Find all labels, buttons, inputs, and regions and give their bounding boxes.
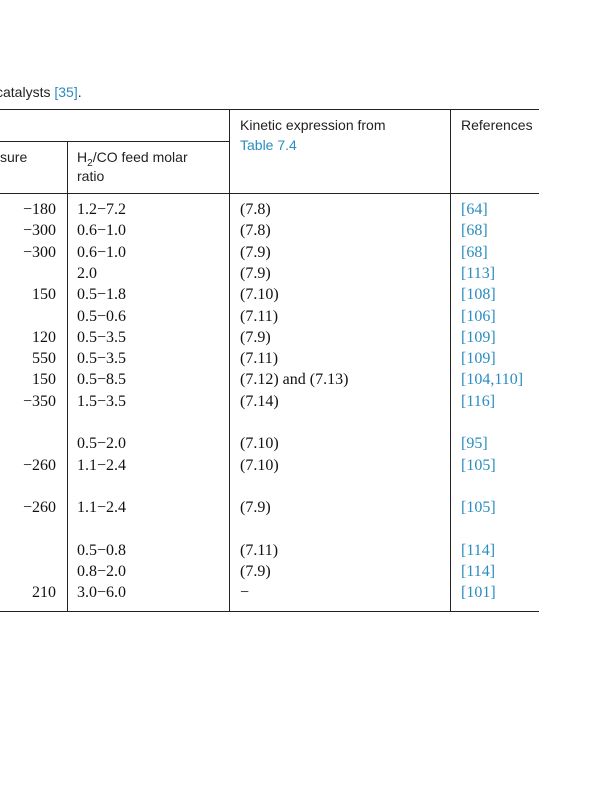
kinetic-cell: (7.10): [240, 435, 279, 453]
pressure-cell: 210: [32, 584, 56, 602]
ratio-cell: 0.6−1.0: [77, 222, 127, 240]
header-link[interactable]: Table 7.4: [240, 137, 297, 153]
kinetic-cell: (7.11): [240, 350, 279, 368]
col-rule: [229, 109, 230, 611]
reference-cell[interactable]: [105]: [461, 499, 496, 517]
kinetic-cell: (7.10): [240, 456, 279, 474]
ratio-cell: 1.1−2.4: [77, 456, 127, 474]
reference-cell[interactable]: [64]: [461, 201, 488, 218]
kinetic-cell: (7.10): [240, 286, 279, 304]
reference-cell[interactable]: [68]: [461, 243, 488, 261]
reference-cell[interactable]: [109]: [461, 350, 496, 368]
pressure-cell: −260: [22, 456, 56, 474]
header-ratio-line2: ratio: [77, 168, 105, 184]
kinetic-cell: (7.11): [240, 541, 279, 559]
header-kinetic: Kinetic expression from: [240, 117, 386, 133]
reference-cell[interactable]: [114]: [461, 541, 496, 559]
reference-cell[interactable]: [101]: [461, 584, 496, 602]
ratio-cell: 0.5−2.0: [77, 435, 127, 453]
header-references: References: [461, 117, 533, 133]
reference-cell[interactable]: [109]: [461, 328, 496, 346]
ratio-cell: 3.0−6.0: [77, 584, 127, 602]
ratio-cell: 0.5−1.8: [77, 286, 127, 304]
header-pressure: sure: [0, 149, 28, 165]
caption-ref[interactable]: [35]: [54, 84, 78, 100]
pressure-cell: −300: [22, 222, 56, 240]
kinetic-cell: (7.8): [240, 222, 271, 240]
rule-header: [0, 193, 539, 194]
caption-text: catalysts: [0, 84, 51, 100]
header-text: H: [77, 149, 88, 165]
ratio-cell: 0.5−3.5: [77, 350, 127, 368]
pressure-cell: −260: [22, 499, 56, 517]
kinetic-cell: (7.11): [240, 307, 279, 325]
caption: catalysts [35].: [0, 84, 82, 100]
ratio-cell: 0.5−0.6: [77, 307, 127, 325]
reference-cell[interactable]: [108]: [461, 286, 496, 304]
ratio-cell: 0.6−1.0: [77, 243, 127, 261]
reference-cell[interactable]: [113]: [461, 264, 496, 282]
pressure-cell: −180: [22, 201, 56, 218]
col-rule: [67, 141, 68, 611]
kinetic-cell: (7.9): [240, 264, 271, 282]
reference-cell[interactable]: [105]: [461, 456, 496, 474]
pressure-cell: 550: [32, 350, 56, 368]
kinetic-cell: (7.9): [240, 563, 271, 581]
kinetic-cell: (7.12) and (7.13): [240, 371, 349, 389]
reference-cell[interactable]: [68]: [461, 222, 488, 240]
reference-cell[interactable]: [116]: [461, 392, 496, 410]
kinetic-cell: (7.8): [240, 201, 271, 218]
pressure-cell: 150: [32, 371, 56, 389]
header-text: /CO feed molar: [92, 149, 188, 165]
reference-cell[interactable]: [104,110]: [461, 371, 524, 389]
pressure-cell: 120: [32, 328, 56, 346]
rule-top: [0, 109, 539, 110]
reference-cell[interactable]: [114]: [461, 563, 496, 581]
ratio-cell: 1.2−7.2: [77, 201, 127, 218]
pressure-cell: −300: [22, 243, 56, 261]
ratio-cell: 0.5−3.5: [77, 328, 127, 346]
kinetic-cell: −: [240, 584, 250, 602]
rule-group: [0, 141, 229, 142]
pressure-cell: 150: [32, 286, 56, 304]
header-ratio: H2/CO feed molar: [77, 149, 188, 169]
ratio-cell: 0.5−8.5: [77, 371, 127, 389]
ratio-cell: 0.5−0.8: [77, 541, 127, 559]
header-sub: 2: [87, 157, 93, 169]
kinetic-cell: (7.9): [240, 499, 271, 517]
kinetic-cell: (7.9): [240, 328, 271, 346]
ratio-cell: 0.8−2.0: [77, 563, 127, 581]
col-rule: [450, 109, 451, 611]
caption-end: .: [77, 84, 82, 100]
kinetic-cell: (7.9): [240, 243, 271, 261]
kinetic-cell: (7.14): [240, 392, 279, 410]
reference-cell[interactable]: [106]: [461, 307, 496, 325]
ratio-cell: 1.5−3.5: [77, 392, 127, 410]
ratio-cell: 1.1−2.4: [77, 499, 127, 517]
pressure-cell: −350: [22, 392, 56, 410]
reference-cell[interactable]: [95]: [461, 435, 488, 453]
rule-bottom: [0, 611, 539, 612]
ratio-cell: 2.0: [77, 264, 97, 282]
